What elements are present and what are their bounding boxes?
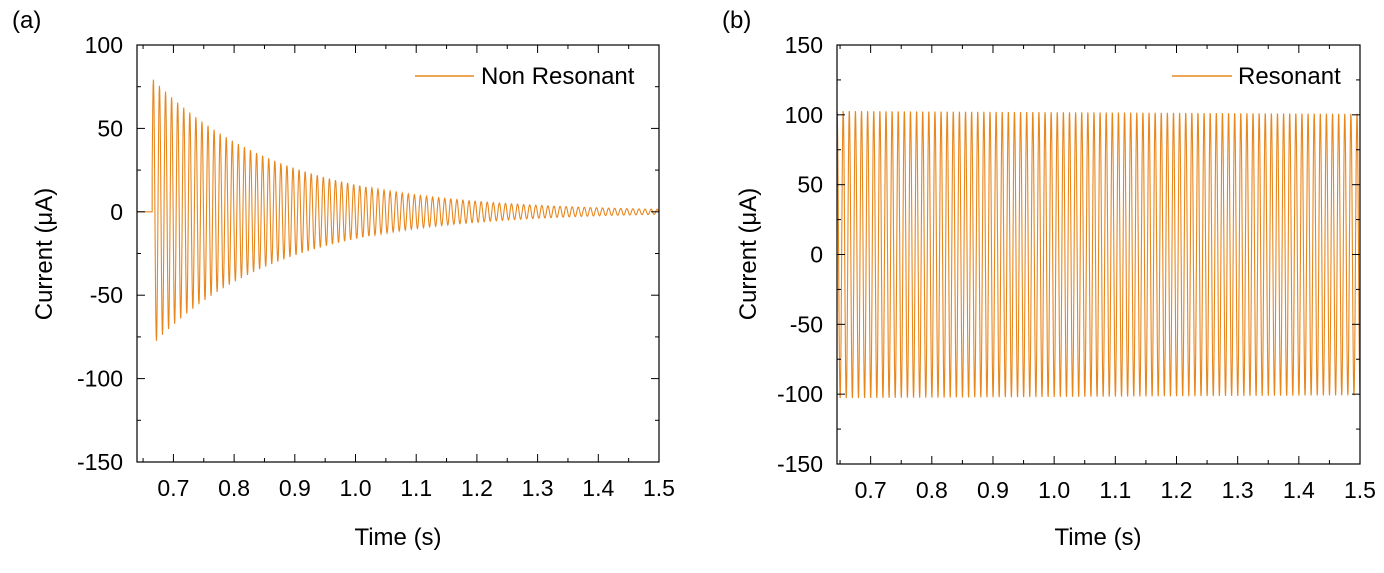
panel-a-label: (a): [12, 7, 41, 34]
x-tick-label: 0.7: [157, 475, 189, 501]
y-tick-label: 0: [110, 199, 123, 225]
plot-frame: [136, 44, 660, 463]
y-tick-label: 100: [785, 102, 823, 128]
panel-b-x-axis-label: Time (s): [1054, 524, 1141, 551]
x-tick-label: 0.9: [279, 475, 311, 501]
panel-a-legend-label: Non Resonant: [481, 63, 635, 90]
x-tick-label: 1.5: [1344, 477, 1376, 503]
y-tick-label: 50: [97, 115, 123, 141]
y-tick-label: -50: [790, 311, 823, 337]
resonant-series-line: [836, 110, 1361, 399]
y-tick-label: -150: [77, 449, 123, 475]
x-tick-label: 1.3: [522, 475, 554, 501]
y-tick-label: -50: [90, 282, 123, 308]
x-tick-label: 1.2: [461, 475, 493, 501]
x-tick-label: 0.9: [977, 477, 1009, 503]
y-tick-label: -100: [777, 381, 823, 407]
x-tick-label: 0.7: [855, 477, 887, 503]
x-tick-label: 1.3: [1222, 477, 1254, 503]
y-tick-label: 50: [797, 172, 823, 198]
panel-b-y-axis-label: Current (μA): [735, 188, 762, 321]
x-tick-label: 1.4: [582, 475, 614, 501]
panel-a-plot-area: 0.7 0.8 0.9 1.0 1.1 1.2 1.3 1.4 1.5 -150 -100 -50 0 5…: [77, 32, 675, 501]
x-tick-label: 0.8: [218, 475, 250, 501]
x-tick-label: 1.0: [340, 475, 372, 501]
x-tick-label: 1.4: [1283, 477, 1315, 503]
panel-b-legend-label: Resonant: [1238, 63, 1341, 90]
x-tick-label: 1.1: [1099, 477, 1131, 503]
panel-b-plot-area: 0.7 0.8 0.9 1.0 1.1 1.2 1.3 1.4 1.5 -150 -100 -50 0 5…: [777, 32, 1376, 503]
y-tick-label: 0: [810, 242, 823, 268]
x-tick-label: 1.5: [643, 475, 675, 501]
x-tick-label: 1.0: [1038, 477, 1070, 503]
non-resonant-series-line: [137, 79, 660, 341]
y-tick-label: -150: [777, 451, 823, 477]
panel-a-y-axis-label: Current (μA): [31, 188, 58, 321]
y-tick-label: 100: [85, 32, 123, 58]
panel-a-x-axis-label: Time (s): [354, 524, 441, 551]
x-tick-label: 0.8: [916, 477, 948, 503]
x-tick-label: 1.1: [400, 475, 432, 501]
y-tick-label: -100: [77, 366, 123, 392]
panel-b-label: (b): [722, 7, 751, 34]
panel-b-chart: (b) 0.7 0.8 0.9 1.0 1.1 1.2 1.3 1.4 1.5 -150 -100 -…: [722, 7, 1376, 551]
panel-a-chart: (a) 0.7 0.8 0.9 1.0 1.1 1.2 1.3 1.4 1.5 -150 -100 -…: [12, 7, 675, 551]
y-tick-label: 150: [785, 32, 823, 58]
x-tick-label: 1.2: [1160, 477, 1192, 503]
